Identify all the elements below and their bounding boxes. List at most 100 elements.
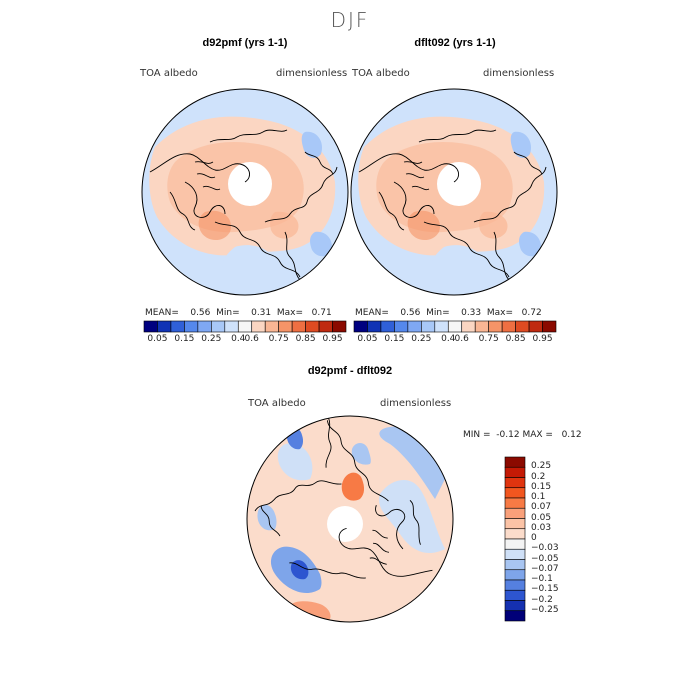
panel3-colorbar-tick-label: −0.1 xyxy=(531,574,553,584)
panel1-colorbar-tick-label: 0.95 xyxy=(322,334,343,344)
panel2-colorbar-swatch xyxy=(353,320,368,333)
panel2-colorbar-swatch xyxy=(461,320,476,333)
panel1-stats: MEAN= 0.56 Min= 0.31 Max= 0.71 xyxy=(145,308,332,318)
panel3-colorbar-swatch xyxy=(504,600,526,612)
panel2-colorbar-swatch xyxy=(394,320,409,333)
panel1-colorbar-swatch xyxy=(170,320,185,333)
panel1-colorbar-swatch xyxy=(237,320,253,333)
panel2-colorbar-swatch xyxy=(407,320,422,333)
panel1-colorbar-swatch xyxy=(211,320,226,333)
panel2-max-label: Max= xyxy=(486,308,514,318)
panel3-colorbar-tick-label: 0.03 xyxy=(531,522,552,533)
panel1-colorbar-tick-label: 0.75 xyxy=(268,334,289,344)
panel1-colorbar-tick-label: 0.25 xyxy=(201,334,222,344)
panel3-colorbar-swatch xyxy=(504,538,526,550)
panel3-colorbar-swatch xyxy=(504,477,526,489)
panel3-colorbar-swatch xyxy=(504,610,526,622)
panel3-colorbar-tick-label: 0.15 xyxy=(531,481,552,492)
panel3-colorbar-swatch xyxy=(504,507,526,519)
panel1-min-value: 0.31 xyxy=(251,308,272,318)
panel1-colorbar-swatch xyxy=(291,320,306,333)
panel2-mean-value: 0.56 xyxy=(400,308,421,318)
panel3-colorbar-tick-label: 0.05 xyxy=(531,512,552,523)
panel1-max-value: 0.71 xyxy=(311,308,332,318)
panel1-variable-label: TOA albedo xyxy=(140,68,198,79)
panel2-colorbar-tick-label: 0.15 xyxy=(384,334,405,344)
panel3-stats: MIN = -0.12 MAX = 0.12 xyxy=(463,430,582,440)
panel1-colorbar-swatch xyxy=(143,320,158,333)
panel1-colorbar-swatch xyxy=(264,320,279,333)
panel3-colorbar-swatch xyxy=(504,569,526,581)
panel2-colorbar-swatch xyxy=(434,320,449,333)
panel3-colorbar-swatch xyxy=(504,518,526,530)
panel3-colorbar-swatch xyxy=(504,579,526,591)
panel3-colorbar-tick-label: −0.07 xyxy=(531,563,559,574)
panel2-stats: MEAN= 0.56 Min= 0.33 Max= 0.72 xyxy=(355,308,542,318)
panel2-colorbar-tick-label: 0.4 xyxy=(441,334,456,344)
panel2-colorbar-swatch xyxy=(542,320,557,333)
panel2-variable-label: TOA albedo xyxy=(352,68,410,79)
panel2-colorbar-tick-label: 0.25 xyxy=(411,334,432,344)
panel1-colorbar-swatch xyxy=(224,320,239,333)
panel2-colorbar-swatch xyxy=(501,320,516,333)
panel3-max-value: 0.12 xyxy=(561,430,582,440)
panel1-mean-label: MEAN= xyxy=(145,308,179,318)
panel2-min-value: 0.33 xyxy=(461,308,482,318)
panel3-colorbar-tick-label: 0.1 xyxy=(531,492,546,502)
panel3-min-value: -0.12 xyxy=(496,430,520,440)
panel2-min-label: Min= xyxy=(426,308,450,318)
panel1-colorbar-tick-label: 0.85 xyxy=(295,334,316,344)
panel1-mean-value: 0.56 xyxy=(190,308,211,318)
panel3-colorbar-swatch xyxy=(504,456,526,468)
panel2-colorbar-tick-label: 0.95 xyxy=(532,334,553,344)
panel3-colorbar-swatch xyxy=(504,559,526,571)
panel2-map xyxy=(350,88,558,296)
panel1-colorbar-tick-label: 0.15 xyxy=(174,334,195,344)
panel2-colorbar-swatch xyxy=(515,320,530,333)
panel3-colorbar-swatch xyxy=(504,466,526,478)
panel1-colorbar-swatch xyxy=(278,320,293,333)
panel3-colorbar-swatch xyxy=(504,497,526,509)
panel1-units-label: dimensionless xyxy=(276,68,348,79)
panel1-colorbar-swatch xyxy=(251,320,266,333)
panel2-colorbar-tick-label: 0.05 xyxy=(357,334,378,344)
panel2-colorbar-tick-label: 0.6 xyxy=(454,334,469,344)
panel1-map xyxy=(141,88,349,296)
panel3-colorbar-tick-label: −0.15 xyxy=(531,584,559,595)
panel2-mean-label: MEAN= xyxy=(355,308,389,318)
panel3-colorbar-swatch xyxy=(504,589,526,601)
panel2-max-value: 0.72 xyxy=(521,308,542,318)
panel1-colorbar-swatch xyxy=(305,320,320,333)
panel3-units-label: dimensionless xyxy=(380,398,452,409)
panel1-colorbar-tick-label: 0.6 xyxy=(244,334,259,344)
panel3-colorbar-swatch xyxy=(504,548,526,560)
panel2-colorbar-swatch xyxy=(421,320,436,333)
panel2-colorbar-swatch xyxy=(367,320,382,333)
panel2-colorbar-swatch xyxy=(474,320,489,333)
panel2-colorbar-tick-label: 0.75 xyxy=(478,334,499,344)
panel1-colorbar-swatch xyxy=(184,320,199,333)
panel3-colorbar-swatch xyxy=(504,528,526,540)
panel3-colorbar-tick-label: −0.2 xyxy=(531,594,553,605)
panel3-colorbar-tick-label: 0.25 xyxy=(531,461,552,472)
panel1-colorbar xyxy=(143,320,347,333)
panel2-title: dflt092 (yrs 1-1) xyxy=(414,37,496,49)
panel2-colorbar-swatch xyxy=(488,320,503,333)
panel3-title: d92pmf - dflt092 xyxy=(307,365,393,377)
panel1-max-label: Max= xyxy=(276,308,304,318)
panel1-colorbar-swatch xyxy=(332,320,347,333)
panel2-units-label: dimensionless xyxy=(483,68,555,79)
panel3-colorbar-tick-label: 0.2 xyxy=(531,471,546,482)
panel3-max-label: MAX = xyxy=(522,430,553,440)
panel3-colorbar xyxy=(504,456,526,622)
panel1-colorbar-swatch xyxy=(157,320,172,333)
panel3-colorbar-tick-label: −0.05 xyxy=(531,553,559,564)
panel3-colorbar-tick-label: 0.07 xyxy=(531,502,552,513)
panel3-colorbar-swatch xyxy=(504,487,526,499)
panel2-colorbar-tick-label: 0.85 xyxy=(505,334,526,344)
panel1-title: d92pmf (yrs 1-1) xyxy=(202,37,288,49)
panel2-colorbar xyxy=(353,320,557,333)
panel1-min-label: Min= xyxy=(216,308,240,318)
panel2-colorbar-swatch xyxy=(447,320,463,333)
